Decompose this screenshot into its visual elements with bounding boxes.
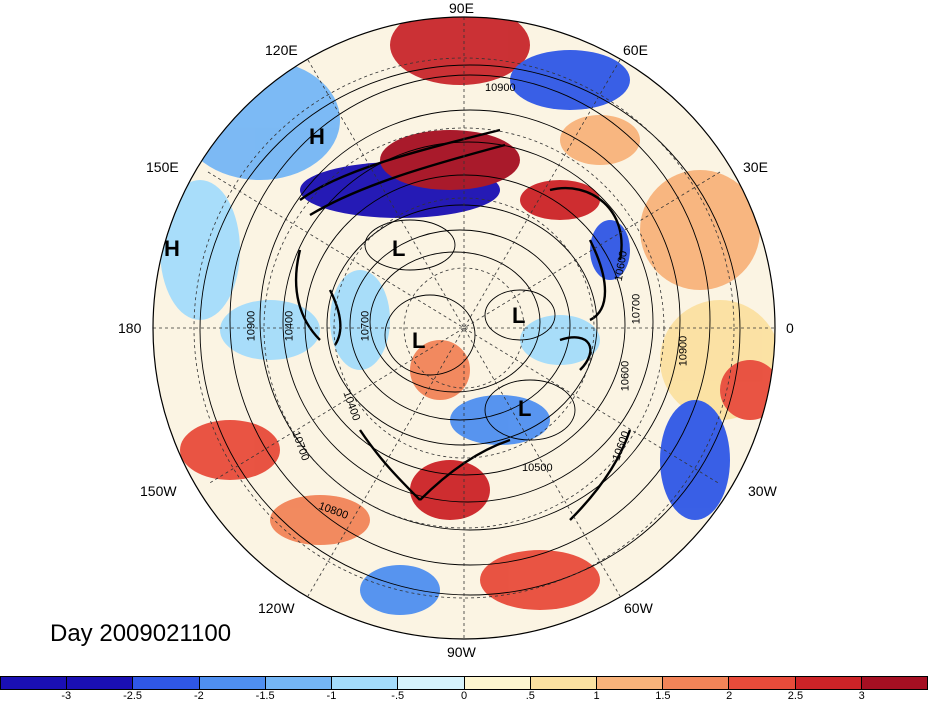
graticule xyxy=(153,17,775,639)
contour-label: 10400 xyxy=(283,310,296,342)
colorbar-tick-label: -.5 xyxy=(391,690,405,702)
day-title: Day 2009021100 xyxy=(50,620,232,647)
colorbar-swatch xyxy=(1,677,68,689)
contour-label: 10900 xyxy=(485,82,516,94)
colorbar-tick-label: 0 xyxy=(460,690,468,702)
lon-label-120e: 120E xyxy=(265,42,298,58)
colorbar-tick-label: -2.5 xyxy=(123,690,143,702)
colorbar-swatch xyxy=(795,677,862,689)
lon-label-30w: 30W xyxy=(748,483,777,499)
low-pressure-center: L xyxy=(392,236,406,261)
colorbar-swatch xyxy=(596,677,664,689)
geopotential-contours xyxy=(199,64,741,596)
low-pressure-center: L xyxy=(412,328,426,353)
colorbar-swatch xyxy=(265,677,333,689)
colorbar-swatch xyxy=(398,677,465,689)
contour-label: 10500 xyxy=(522,462,553,474)
lon-label-180: 180 xyxy=(118,320,142,336)
colorbar-tick-label: 2 xyxy=(726,690,733,702)
high-pressure-center: H xyxy=(309,124,325,149)
colorbar-tick-label: 1.5 xyxy=(655,690,671,702)
lon-label-150w: 150W xyxy=(140,483,177,499)
lon-label-90w: 90W xyxy=(447,644,476,660)
colorbar-tick-label: -1.5 xyxy=(255,690,275,702)
colorbar-swatch xyxy=(199,677,266,689)
colorbar-swatch xyxy=(464,677,531,689)
lon-label-120w: 120W xyxy=(258,600,295,616)
colorbar-tick-label: -2 xyxy=(193,690,204,702)
contour-label: 10900 xyxy=(245,310,258,342)
lon-label-60e: 60E xyxy=(623,42,648,58)
colorbar-swatch xyxy=(67,677,134,689)
contour-label: 10700 xyxy=(359,310,372,342)
jet-contours xyxy=(294,128,632,521)
colorbar-swatch xyxy=(729,677,796,689)
colorbar-swatch xyxy=(861,677,928,689)
colorbar-swatch xyxy=(133,677,200,689)
low-pressure-center: L xyxy=(512,303,526,328)
colorbar-tick-label: .5 xyxy=(525,690,535,702)
high-pressure-center: H xyxy=(164,236,180,261)
colorbar-tick-label: 1 xyxy=(593,690,600,702)
colorbar-swatch xyxy=(332,677,399,689)
contour-label: 10600 xyxy=(619,360,632,392)
colorbar-tick-label: 2.5 xyxy=(787,690,804,702)
contour-label: 10700 xyxy=(630,293,643,325)
colorbar-tick-label: -3 xyxy=(61,690,72,702)
low-pressure-center: L xyxy=(518,396,532,421)
colorbar-swatch xyxy=(663,677,730,689)
colorbar xyxy=(0,676,928,690)
colorbar-swatch xyxy=(530,677,597,689)
colorbar-tick-label: -1 xyxy=(326,690,337,702)
colorbar-tick-label: 3 xyxy=(858,690,865,702)
lon-label-30e: 30E xyxy=(743,159,768,175)
lon-label-90e: 90E xyxy=(449,0,474,16)
lon-label-0: 0 xyxy=(786,320,794,336)
lon-label-150e: 150E xyxy=(146,159,179,175)
lon-label-60w: 60W xyxy=(624,600,653,616)
contour-label: 10900 xyxy=(677,335,690,367)
